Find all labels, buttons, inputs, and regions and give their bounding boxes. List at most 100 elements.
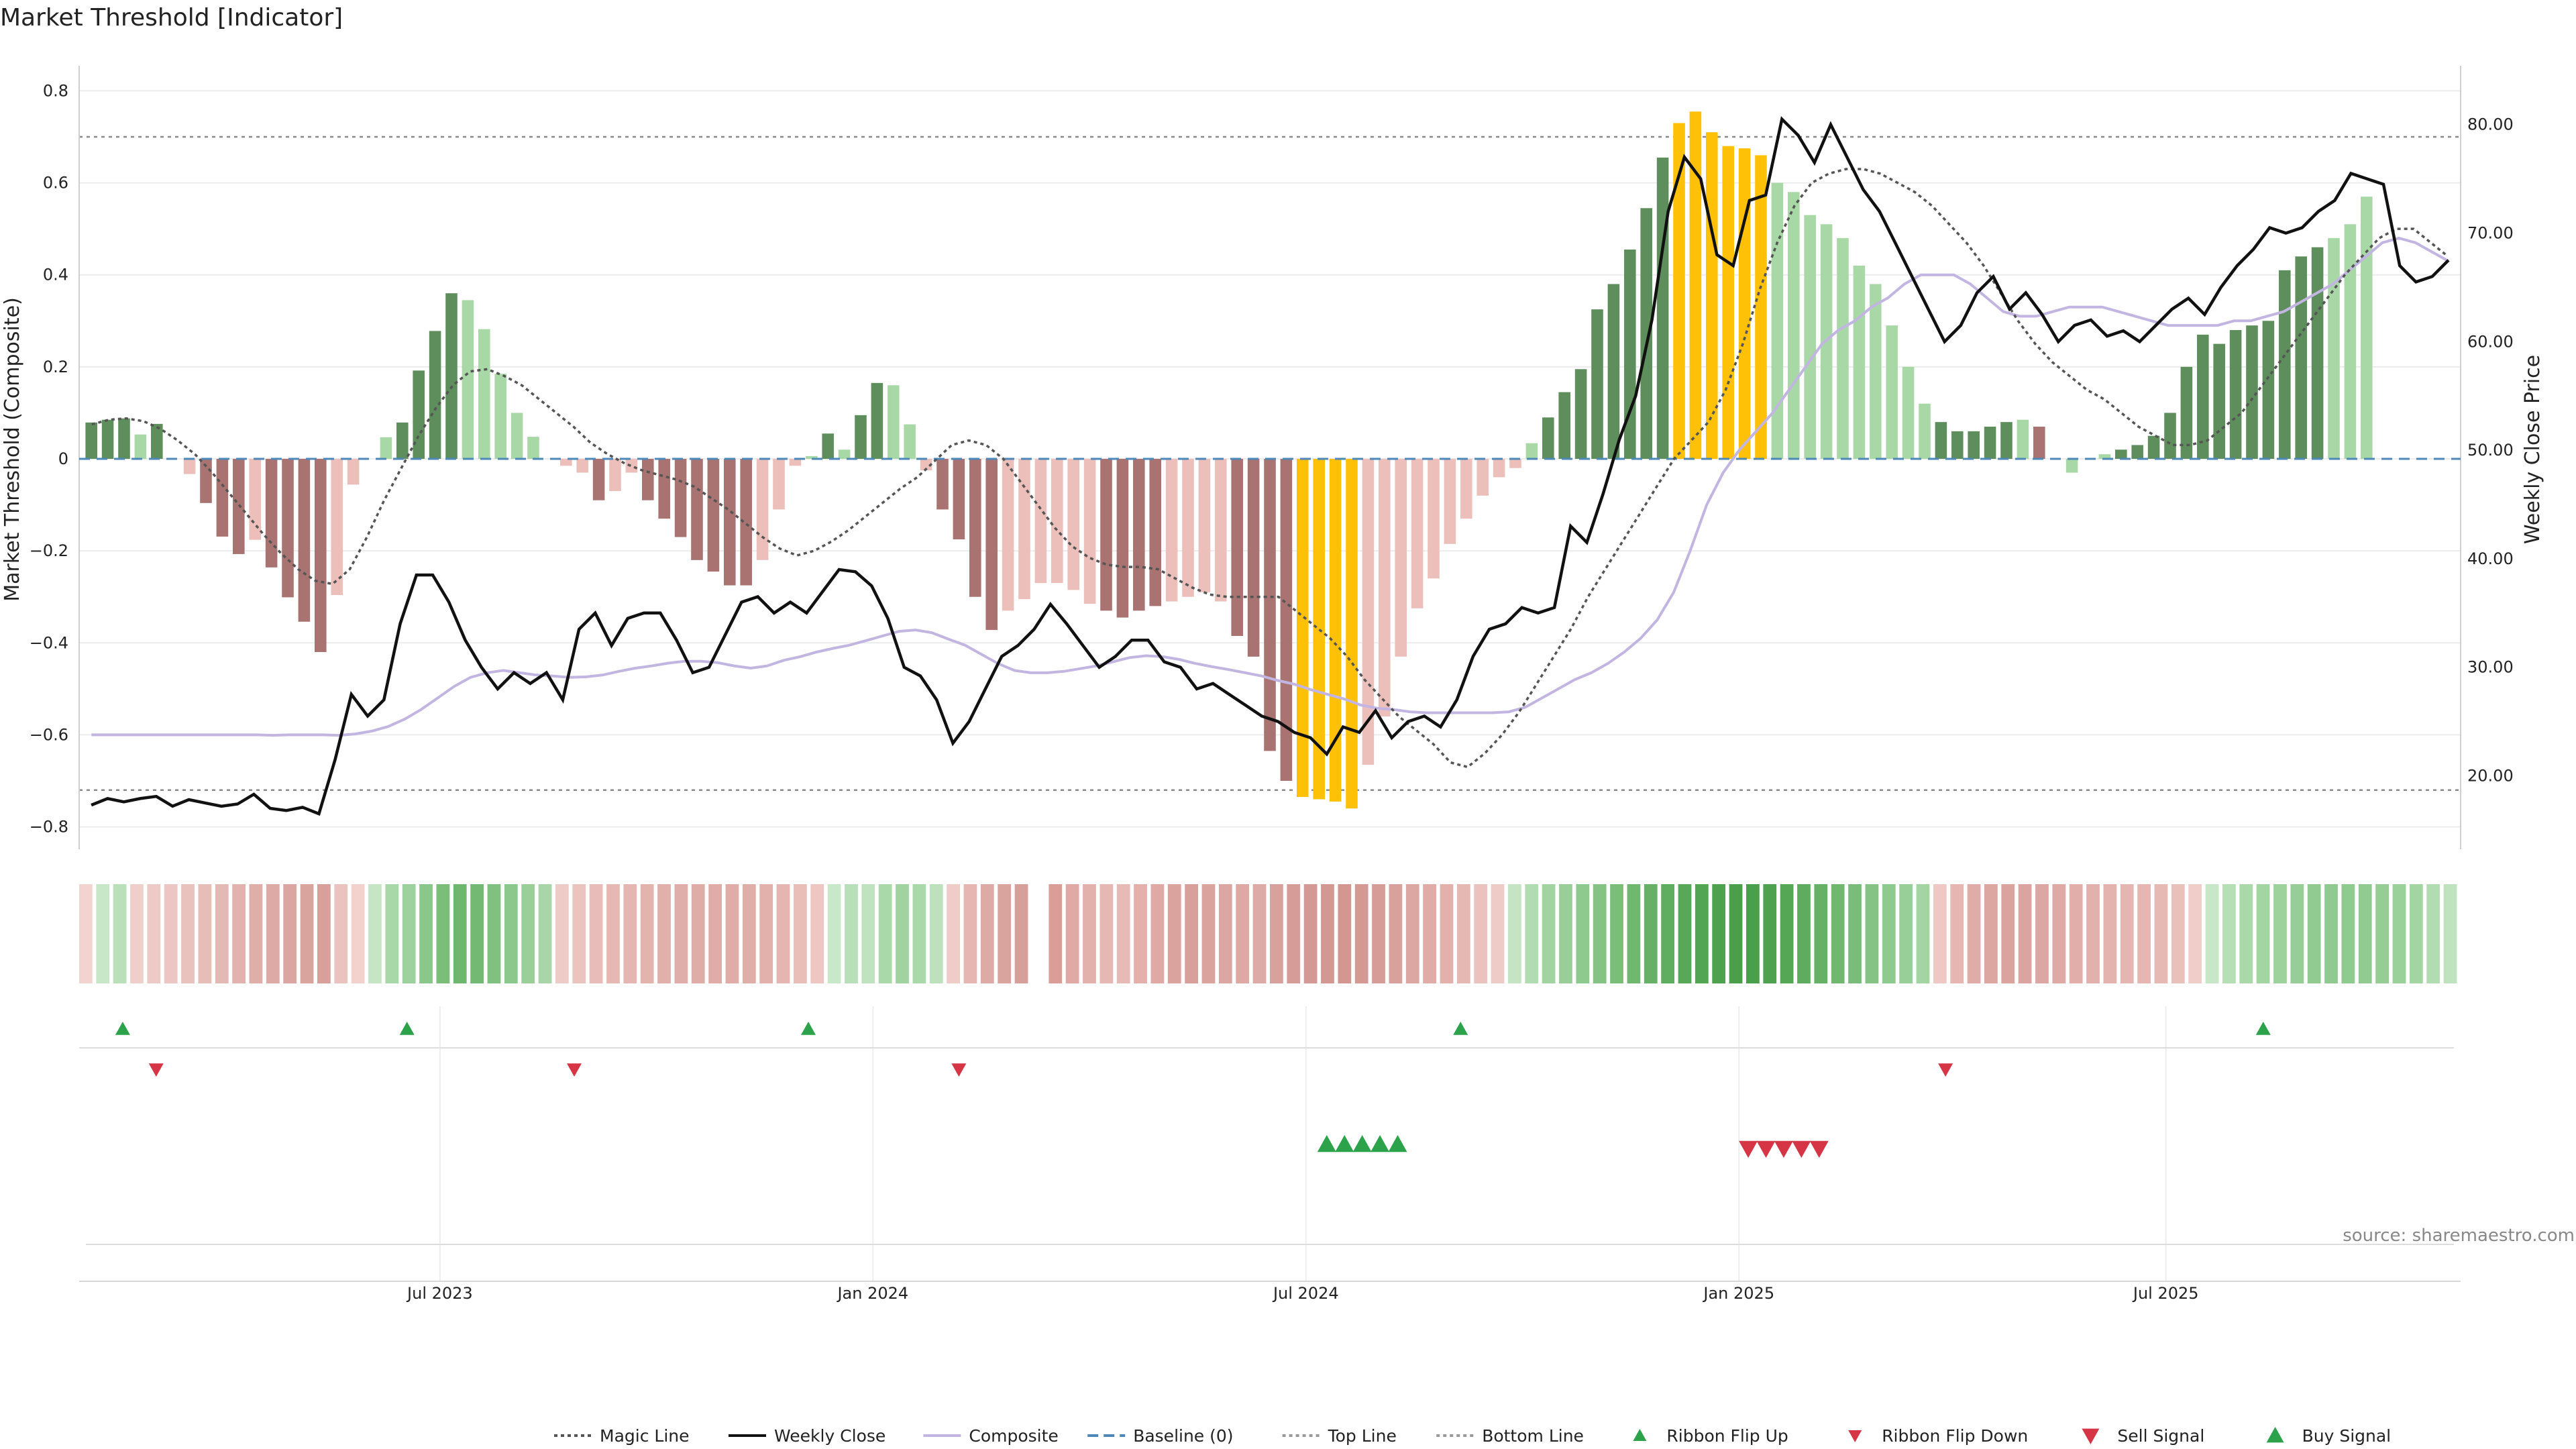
composite-bar-87 <box>1509 459 1521 468</box>
composite-bar-92 <box>1591 309 1603 459</box>
composite-bar-104 <box>1788 192 1800 459</box>
ribbon-cell <box>776 884 790 983</box>
composite-bar-45 <box>822 433 834 459</box>
ribbon-cell <box>368 884 382 983</box>
ribbon-cell <box>2358 884 2372 983</box>
ribbon-cell <box>1405 884 1419 983</box>
composite-bar-83 <box>1444 459 1456 544</box>
ribbon-cell <box>113 884 127 983</box>
legend-label: Ribbon Flip Down <box>1882 1426 2028 1446</box>
ribbon-cell <box>1882 884 1896 983</box>
ribbon-cell <box>1252 884 1267 983</box>
composite-bar-134 <box>2279 270 2291 459</box>
magic-line <box>91 168 2449 769</box>
ribbon-cell <box>878 884 892 983</box>
composite-bar-136 <box>2311 247 2324 459</box>
ribbon-cell <box>861 884 875 983</box>
composite-bar-4 <box>151 423 163 459</box>
left-tick-label: −0.6 <box>30 725 68 744</box>
composite-bar-55 <box>985 459 998 631</box>
ribbon-cell <box>725 884 739 983</box>
composite-bar-60 <box>1067 459 1079 590</box>
ribbon-cell <box>623 884 637 983</box>
ribbon-cell <box>2205 884 2219 983</box>
composite-bar-115 <box>1968 431 1980 459</box>
x-tick-label: Jan 2024 <box>836 1284 908 1303</box>
ribbon-flip-up-marker <box>399 1022 415 1035</box>
ribbon-cell <box>1780 884 1794 983</box>
ribbon-cell <box>2188 884 2202 983</box>
ribbon-cell <box>1303 884 1318 983</box>
composite-bar-33 <box>625 459 638 473</box>
ribbon-cell <box>980 884 994 983</box>
ribbon-cell <box>1201 884 1216 983</box>
ribbon-cell <box>2409 884 2423 983</box>
composite-bar-53 <box>953 459 965 539</box>
ribbon-cell <box>1559 884 1572 983</box>
ribbon-cell <box>1032 884 1045 983</box>
ribbon-cell <box>691 884 705 983</box>
legend-item-9: Buy Signal <box>2266 1426 2391 1446</box>
legend-label: Baseline (0) <box>1133 1426 1233 1446</box>
composite-bar-15 <box>331 459 343 595</box>
legend-item-6: Ribbon Flip Up <box>1633 1426 1788 1446</box>
composite-bar-101 <box>1738 148 1751 459</box>
signal-panels <box>79 1022 2461 1282</box>
ribbon-cell <box>1423 884 1436 983</box>
composite-bar-14 <box>315 459 327 652</box>
ribbon-cell <box>1321 884 1334 983</box>
ribbon-cell <box>708 884 722 983</box>
composite-bar-117 <box>2000 422 2012 459</box>
composite-bar-35 <box>658 459 670 519</box>
ribbon-cell <box>1083 884 1096 983</box>
ribbon-cell <box>1049 884 1063 983</box>
composite-bar-37 <box>691 459 703 560</box>
ribbon-cell <box>947 884 960 983</box>
composite-bar-113 <box>1935 422 1947 459</box>
ribbon-cell <box>1389 884 1403 983</box>
composite-bar-29 <box>560 459 572 466</box>
composite-bar-30 <box>576 459 588 473</box>
buy-signal-marker <box>1371 1135 1390 1152</box>
composite-bar-96 <box>1656 157 1669 459</box>
composite-bar-13 <box>298 459 311 622</box>
ribbon-cell <box>810 884 824 983</box>
composite-bar-77 <box>1346 459 1358 809</box>
composite-bar-84 <box>1460 459 1472 519</box>
ribbon-cell <box>1287 884 1301 983</box>
ribbon-cell <box>266 884 280 983</box>
ribbon-cell <box>759 884 773 983</box>
composite-bar-12 <box>282 459 294 598</box>
ribbon-cell <box>1185 884 1198 983</box>
composite-bar-34 <box>642 459 654 500</box>
composite-bar-16 <box>347 459 360 485</box>
ribbon-cell <box>2171 884 2185 983</box>
ribbon-cell <box>1899 884 1913 983</box>
legend-item-3: Baseline (0) <box>1087 1426 1234 1446</box>
ribbon-cell <box>2273 884 2287 983</box>
composite-bar-71 <box>1247 459 1260 657</box>
composite-bar-79 <box>1379 459 1391 716</box>
sell-signal-marker <box>1739 1140 1758 1158</box>
composite-bar-102 <box>1755 155 1767 459</box>
ribbon-cell <box>998 884 1012 983</box>
ribbon-cell <box>674 884 688 983</box>
composite-bar-57 <box>1018 459 1030 600</box>
composite-bar-6 <box>183 459 196 474</box>
composite-bar-135 <box>2295 256 2307 459</box>
ribbon-cell <box>896 884 909 983</box>
legend-item-5: Bottom Line <box>1436 1426 1584 1446</box>
ribbon-cell <box>1576 884 1590 983</box>
left-tick-label: 0.6 <box>43 174 68 193</box>
legend-swatch <box>2266 1427 2284 1443</box>
composite-bar-42 <box>773 459 785 510</box>
right-tick-label: 40.00 <box>2467 549 2514 568</box>
composite-bar-19 <box>396 422 409 459</box>
x-tick-label: Jul 2023 <box>406 1284 473 1303</box>
composite-bar-75 <box>1313 459 1325 800</box>
ribbon-cell <box>215 884 229 983</box>
ribbon-cell <box>1338 884 1352 983</box>
ribbon-flip-down-marker <box>148 1063 164 1077</box>
ribbon-cell <box>2443 884 2457 983</box>
